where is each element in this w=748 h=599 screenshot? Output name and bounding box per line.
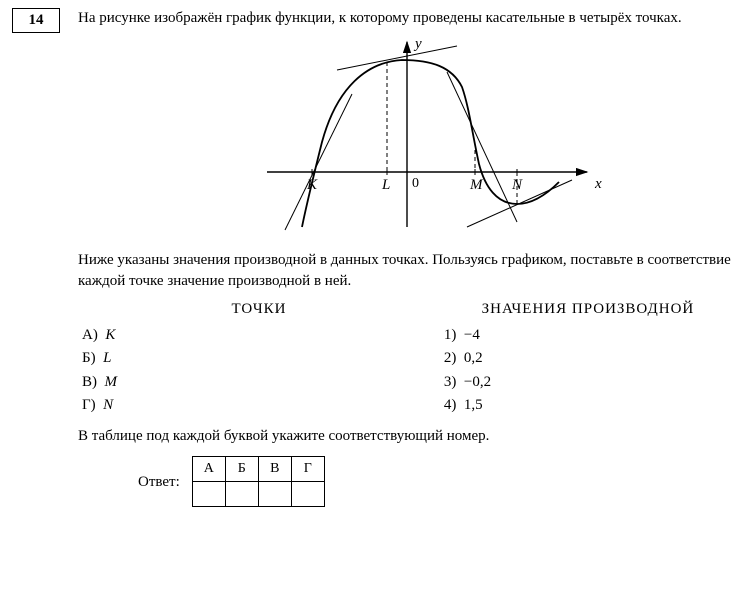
problem-body: На рисунке изображён график функции, к к… (78, 8, 736, 507)
values-column: ЗНАЧЕНИЯ ПРОИЗВОДНОЙ 1) −4 2) 0,2 3) −0,2 4… (440, 299, 736, 418)
answer-header-cell: Г (291, 457, 324, 482)
answer-header-cell: А (192, 457, 225, 482)
point-option: Б) L (78, 348, 440, 368)
svg-text:N: N (511, 177, 523, 193)
value-option: 1) −4 (440, 325, 736, 345)
svg-text:M: M (469, 177, 484, 193)
point-option: Г) N (78, 395, 440, 415)
point-option: А) K (78, 325, 440, 345)
answer-label: Ответ: (138, 472, 180, 492)
svg-text:0: 0 (412, 176, 419, 191)
matching-columns: ТОЧКИ А) K Б) L В) M Г) N ЗНАЧЕНИЯ ПРОИЗВОД… (78, 299, 736, 418)
problem-subtext: Ниже указаны значения производной в данн… (78, 250, 736, 291)
value-option: 3) −0,2 (440, 372, 736, 392)
table-instruction: В таблице под каждой буквой укажите соот… (78, 426, 736, 446)
points-column: ТОЧКИ А) K Б) L В) M Г) N (78, 299, 440, 418)
values-header: ЗНАЧЕНИЯ ПРОИЗВОДНОЙ (440, 299, 736, 319)
answer-table: АБВГ (192, 456, 325, 507)
svg-text:y: y (413, 36, 422, 52)
answer-input-cell[interactable] (258, 482, 291, 507)
svg-text:x: x (594, 176, 602, 192)
function-graph: xy0KLMN (207, 32, 607, 242)
answer-header-cell: В (258, 457, 291, 482)
problem-intro: На рисунке изображён график функции, к к… (78, 8, 736, 28)
value-option: 4) 1,5 (440, 395, 736, 415)
svg-text:L: L (381, 177, 390, 193)
point-option: В) M (78, 372, 440, 392)
answer-row: Ответ: АБВГ (138, 456, 736, 507)
answer-input-cell[interactable] (225, 482, 258, 507)
value-option: 2) 0,2 (440, 348, 736, 368)
problem-number: 14 (12, 8, 60, 33)
answer-input-cell[interactable] (192, 482, 225, 507)
answer-input-cell[interactable] (291, 482, 324, 507)
points-header: ТОЧКИ (78, 299, 440, 319)
answer-header-cell: Б (225, 457, 258, 482)
figure: xy0KLMN (78, 32, 736, 242)
